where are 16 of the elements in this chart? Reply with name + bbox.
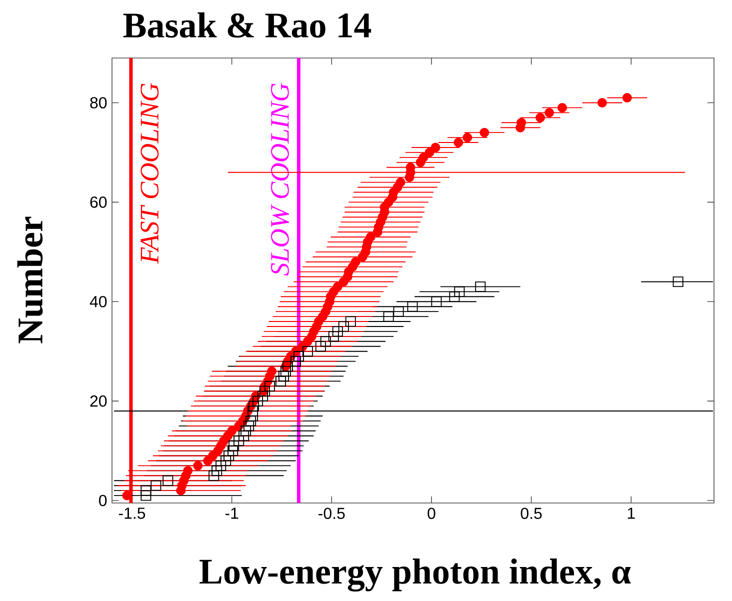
y-tick-label: 40 <box>90 296 107 308</box>
x-tick-label: -1.5 <box>118 508 146 519</box>
ref-line-label: FAST COOLING <box>140 83 159 264</box>
x-tick-label: 1 <box>628 508 635 519</box>
y-tick-label: 80 <box>90 97 107 108</box>
x-axis-title: Low-energy photon index, α <box>200 558 631 592</box>
y-tick-label: 0 <box>99 494 107 506</box>
y-tick-label: 60 <box>90 196 107 208</box>
x-tick-label: -0.5 <box>318 508 345 520</box>
x-tick-label: 0.5 <box>520 508 542 520</box>
y-tick-label: 20 <box>90 395 107 407</box>
ref-line-label: SLOW COOLING <box>271 83 290 276</box>
x-tick-label: 0 <box>428 508 436 520</box>
y-axis-title: Number <box>17 216 43 344</box>
chart-title: Basak & Rao 14 <box>123 12 372 38</box>
x-tick-label: -1 <box>225 508 238 519</box>
